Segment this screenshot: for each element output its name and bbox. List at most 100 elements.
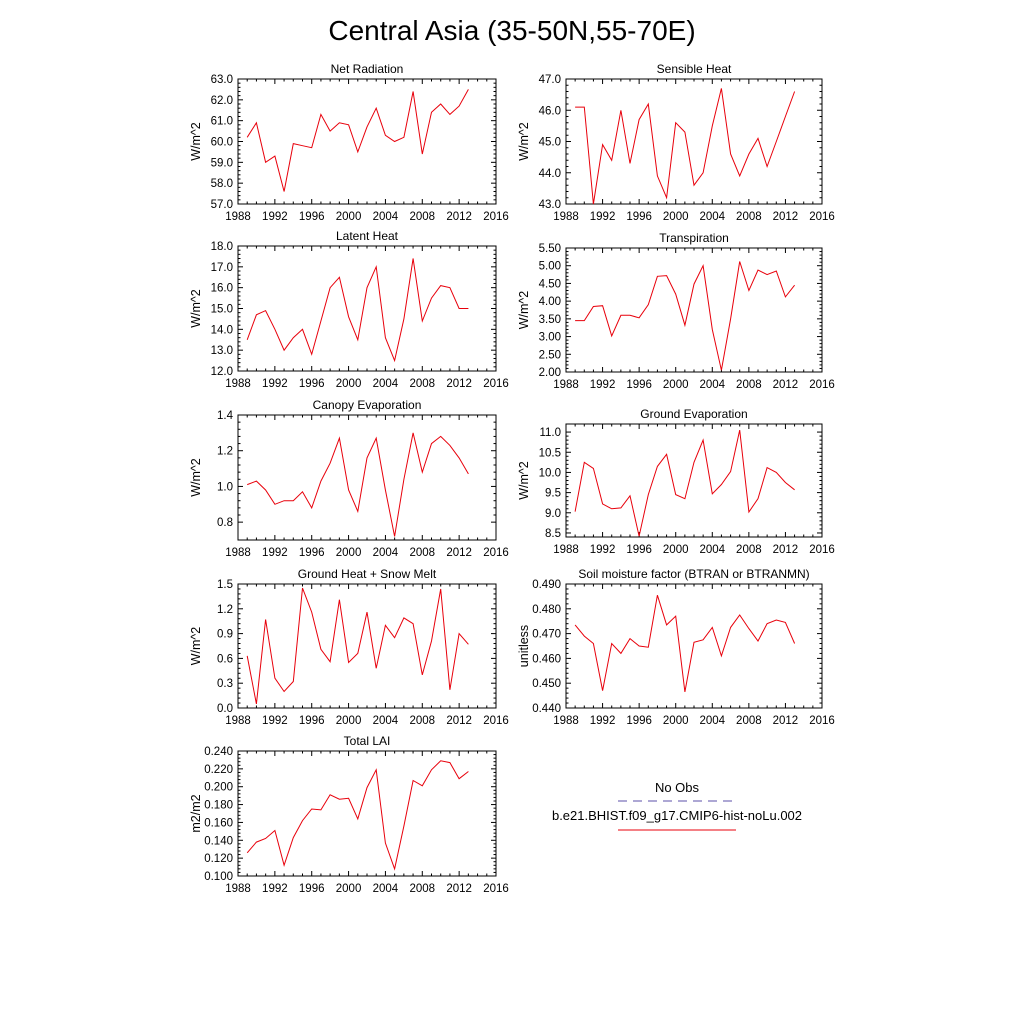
y-tick-label: 1.4 — [217, 410, 234, 422]
panels: Net Radiation W/m^2 1988 1992 1996 2000 2004 20… — [189, 62, 835, 895]
x-tick-label: 2012 — [446, 883, 472, 895]
y-tick-label: 46.0 — [539, 105, 561, 117]
x-tick-label: 2012 — [446, 211, 472, 223]
y-tick-label: 0.6 — [217, 653, 233, 665]
x-tick-label: 2004 — [373, 211, 399, 223]
panel-title: Total LAI — [344, 734, 391, 748]
panel-title: Canopy Evaporation — [313, 398, 422, 412]
x-tick-label: 2004 — [699, 544, 725, 556]
x-tick-label: 1996 — [299, 715, 325, 727]
y-tick-label: 15.0 — [211, 304, 233, 316]
y-axis-label: W/m^2 — [517, 122, 531, 161]
series-line — [246, 258, 469, 363]
x-tick-label: 2004 — [699, 379, 725, 391]
y-tick-label: 0.450 — [532, 678, 561, 690]
panel-8: Soil moisture factor (BTRAN or BTRANMN) u… — [517, 567, 835, 727]
panel-1: Net Radiation W/m^2 1988 1992 1996 2000 2004 20… — [189, 62, 509, 223]
x-tick-label: 2000 — [663, 544, 689, 556]
x-tick-label: 2004 — [699, 715, 725, 727]
series-line — [246, 89, 469, 192]
x-tick-label: 2000 — [336, 547, 362, 559]
x-tick-label: 1988 — [553, 379, 579, 391]
x-tick-label: 1992 — [262, 715, 288, 727]
panel-2: Sensible Heat W/m^2 1988 1992 1996 2000 2004 20… — [517, 62, 835, 223]
y-tick-label: 59.0 — [211, 157, 233, 169]
panel-6: Ground Evaporation W/m^2 1988 1992 1996 2000 2… — [517, 407, 835, 556]
x-tick-label: 1988 — [225, 547, 251, 559]
x-tick-label: 2016 — [483, 883, 509, 895]
x-tick-label: 2004 — [373, 547, 399, 559]
y-tick-label: 63.0 — [211, 74, 233, 86]
y-tick-label: 0.160 — [204, 817, 233, 829]
y-tick-label: 0.9 — [217, 629, 233, 641]
y-axis-label: W/m^2 — [189, 458, 203, 497]
y-tick-label: 0.460 — [532, 653, 561, 665]
x-tick-label: 1996 — [299, 547, 325, 559]
y-tick-label: 18.0 — [211, 241, 233, 253]
x-tick-label: 2016 — [483, 715, 509, 727]
x-tick-label: 1992 — [262, 547, 288, 559]
x-tick-label: 1988 — [553, 544, 579, 556]
y-tick-label: 0.440 — [532, 703, 561, 715]
x-tick-label: 2004 — [373, 378, 399, 390]
y-tick-label: 1.5 — [217, 579, 233, 591]
x-tick-label: 1988 — [225, 378, 251, 390]
x-tick-label: 2016 — [809, 379, 835, 391]
series-line — [574, 595, 796, 692]
x-tick-label: 2012 — [773, 211, 799, 223]
y-tick-label: 43.0 — [539, 199, 561, 211]
x-tick-label: 1992 — [590, 715, 616, 727]
x-tick-label: 2008 — [409, 883, 435, 895]
x-tick-label: 1992 — [262, 883, 288, 895]
x-tick-label: 1996 — [299, 883, 325, 895]
y-tick-label: 0.100 — [204, 871, 233, 883]
y-tick-label: 58.0 — [211, 178, 233, 190]
x-tick-label: 2008 — [409, 211, 435, 223]
x-tick-label: 2004 — [373, 715, 399, 727]
x-tick-label: 2000 — [336, 715, 362, 727]
x-tick-label: 2008 — [736, 544, 762, 556]
x-tick-label: 1988 — [553, 715, 579, 727]
y-tick-label: 3.00 — [539, 332, 561, 344]
x-tick-label: 2012 — [773, 379, 799, 391]
panel-title: Latent Heat — [336, 229, 399, 243]
x-tick-label: 2008 — [409, 715, 435, 727]
y-axis-label: W/m^2 — [189, 627, 203, 666]
panel-title: Sensible Heat — [657, 62, 732, 76]
x-tick-label: 2008 — [736, 211, 762, 223]
y-tick-label: 61.0 — [211, 116, 233, 128]
plot-frame — [237, 78, 497, 205]
y-tick-label: 0.180 — [204, 800, 233, 812]
y-axis-label: W/m^2 — [189, 122, 203, 161]
x-tick-label: 2008 — [409, 547, 435, 559]
x-tick-label: 2000 — [336, 211, 362, 223]
x-tick-label: 2016 — [809, 211, 835, 223]
y-axis-label: W/m^2 — [517, 291, 531, 330]
panel-title: Net Radiation — [331, 62, 404, 76]
x-tick-label: 2000 — [336, 883, 362, 895]
y-tick-label: 10.5 — [539, 447, 561, 459]
x-tick-label: 1996 — [626, 715, 652, 727]
panel-title: Ground Heat + Snow Melt — [298, 567, 437, 581]
panel-title: Transpiration — [659, 231, 729, 245]
y-tick-label: 4.00 — [539, 296, 561, 308]
panel-4: Transpiration W/m^2 1988 1992 1996 2000 2004 20… — [517, 231, 835, 391]
y-tick-label: 47.0 — [539, 74, 561, 86]
y-tick-label: 9.5 — [545, 488, 561, 500]
legend-obs-label: No Obs — [655, 780, 700, 795]
y-tick-label: 0.200 — [204, 782, 233, 794]
y-tick-label: 12.0 — [211, 366, 233, 378]
x-tick-label: 1992 — [590, 544, 616, 556]
x-tick-label: 1992 — [262, 211, 288, 223]
y-tick-label: 4.50 — [539, 278, 561, 290]
x-tick-label: 1996 — [626, 379, 652, 391]
x-tick-label: 1988 — [225, 715, 251, 727]
x-tick-label: 2012 — [446, 715, 472, 727]
y-axis-label: W/m^2 — [517, 461, 531, 500]
y-tick-label: 0.0 — [217, 703, 233, 715]
panel-title: Ground Evaporation — [640, 407, 747, 421]
y-tick-label: 11.0 — [539, 427, 561, 439]
y-tick-label: 57.0 — [211, 199, 233, 211]
y-tick-label: 0.240 — [204, 746, 233, 758]
